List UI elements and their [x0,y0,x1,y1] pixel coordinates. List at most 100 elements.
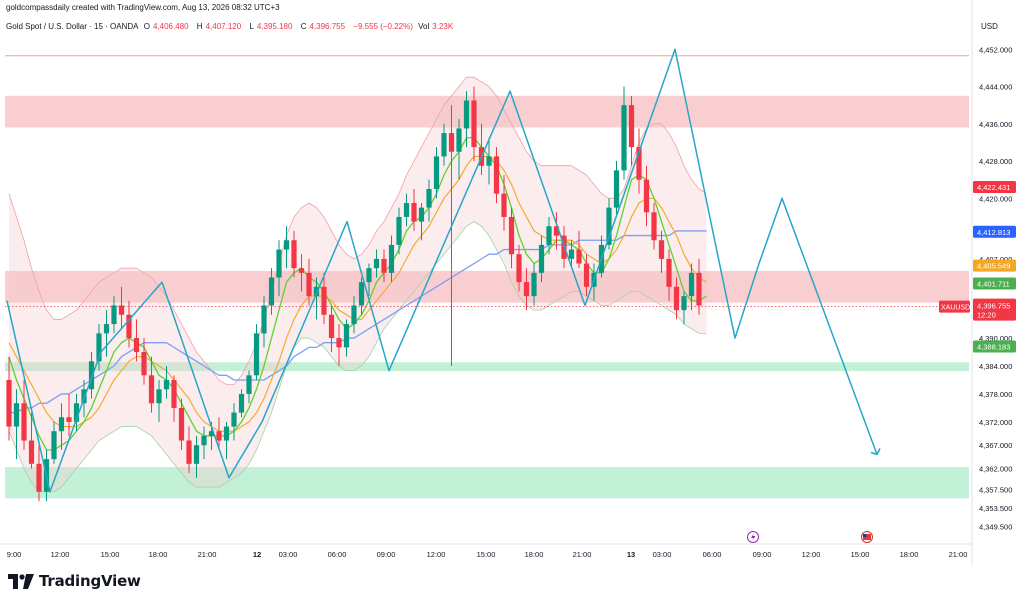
ma-fast-line [8,137,707,451]
candle-body [141,352,147,376]
candle-body [396,216,402,245]
candle-body [366,268,372,283]
us-flag-icon-canton [863,534,867,537]
x-tick-label: 21:00 [573,550,592,559]
candle-body [306,272,312,297]
candle-body [88,361,95,390]
candle-body [231,412,237,427]
y-tick-label: 4,362.000 [979,464,1012,473]
volume: Vol 3.23K [418,22,454,31]
candle-body [13,403,20,427]
chart-credit: goldcompassdaily created with TradingVie… [6,3,280,12]
candle-body [58,417,65,432]
candle-body [553,226,560,236]
y-tick-label: 4,407.000 [979,255,1012,264]
price-change: −9.555 (−0.22%) [353,22,413,31]
symbol-legend[interactable]: Gold Spot / U.S. Dollar · 15 · OANDA O 4,… [6,22,459,31]
candle-body [523,282,530,297]
x-tick-label: 06:00 [328,550,347,559]
projection-arrowhead [870,448,881,456]
candle-body [133,338,140,353]
y-tick-label: 4,384.000 [979,362,1012,371]
candle-body [651,212,657,241]
price-chart[interactable]: 4,452.000 4,444.000 4,436.000 4,428.000 4,42… [0,0,1024,565]
x-tick-label: 9:00 [7,550,22,559]
candle-body [268,277,275,306]
price-label-box [973,259,1016,272]
candle-body [628,105,635,148]
candle-body [276,249,282,278]
candle-body [73,403,80,422]
candle-body [261,305,267,334]
candle-body [448,133,455,152]
candle-body [66,417,72,422]
price-label-box [973,277,1016,290]
candle-body [538,244,545,273]
candle-body [508,216,515,255]
zigzag-pattern [6,48,760,493]
candle-body [111,305,117,325]
candle-body [696,272,702,306]
x-tick-label: 09:00 [377,550,396,559]
price-label-text: 4,422.431 [977,183,1010,192]
candle-body [298,268,305,273]
x-tick-label: 12:00 [802,550,821,559]
candle-body [426,189,432,208]
candle-body [336,338,342,348]
candle-body [673,286,680,311]
countdown-text: 12:20 [977,311,996,320]
candle-body [463,100,470,129]
candle-body [403,202,410,217]
ohlc-high: H 4,407.120 [196,22,242,31]
price-label-text: 4,405.549 [977,262,1010,271]
x-tick-label: 18:00 [900,550,919,559]
y-tick-label: 4,420.000 [979,194,1012,203]
current-price-box [973,298,1016,321]
candle-body [186,440,192,464]
candle-body [546,226,552,245]
candle-body [216,431,222,441]
candle-body [516,254,522,283]
price-label-box [973,225,1016,238]
candle-body [328,314,335,339]
candle-body [681,296,687,311]
candle-body [283,240,290,250]
candle-body [193,445,200,464]
x-tick-label: 15:00 [101,550,120,559]
y-tick-label: 4,357.500 [979,485,1012,494]
price-label-box [973,340,1016,353]
y-tick-label: 4,444.000 [979,83,1012,92]
resistance-zone [5,95,969,128]
candle-body [126,314,132,339]
price-label-text: 4,401.711 [977,280,1010,289]
candle-body [36,463,42,492]
x-tick-label: 12:00 [427,550,446,559]
candle-body [358,282,365,306]
x-tick-label: 13 [627,550,635,559]
symbol-title[interactable]: Gold Spot / U.S. Dollar · 15 · OANDA [6,22,139,31]
symbol-tag-text: XAUUSD [941,305,970,312]
x-tick-label: 18:00 [149,550,168,559]
x-tick-label: 21:00 [949,550,968,559]
ohlc-low: L 4,395.180 [249,22,293,31]
candle-body [343,324,350,348]
candle-body [456,128,462,152]
candle-body [96,333,102,362]
candle-body [576,249,582,264]
candle-body [493,156,500,194]
projection-path [758,197,878,455]
x-tick-label: 06:00 [703,550,722,559]
candle-body [666,258,672,287]
candle-body [321,286,327,315]
candle-body [441,133,447,157]
candle-body [253,333,260,376]
candle-body [688,272,695,297]
symbol-tag-box [939,300,970,313]
candle-body [418,207,425,222]
candle-body [163,379,170,390]
price-label-text: 4,412.813 [977,228,1010,237]
candle-body [351,305,357,325]
tradingview-logo[interactable]: TradingView [8,572,141,590]
bollinger-upper [8,76,707,386]
candle-body [471,100,477,148]
